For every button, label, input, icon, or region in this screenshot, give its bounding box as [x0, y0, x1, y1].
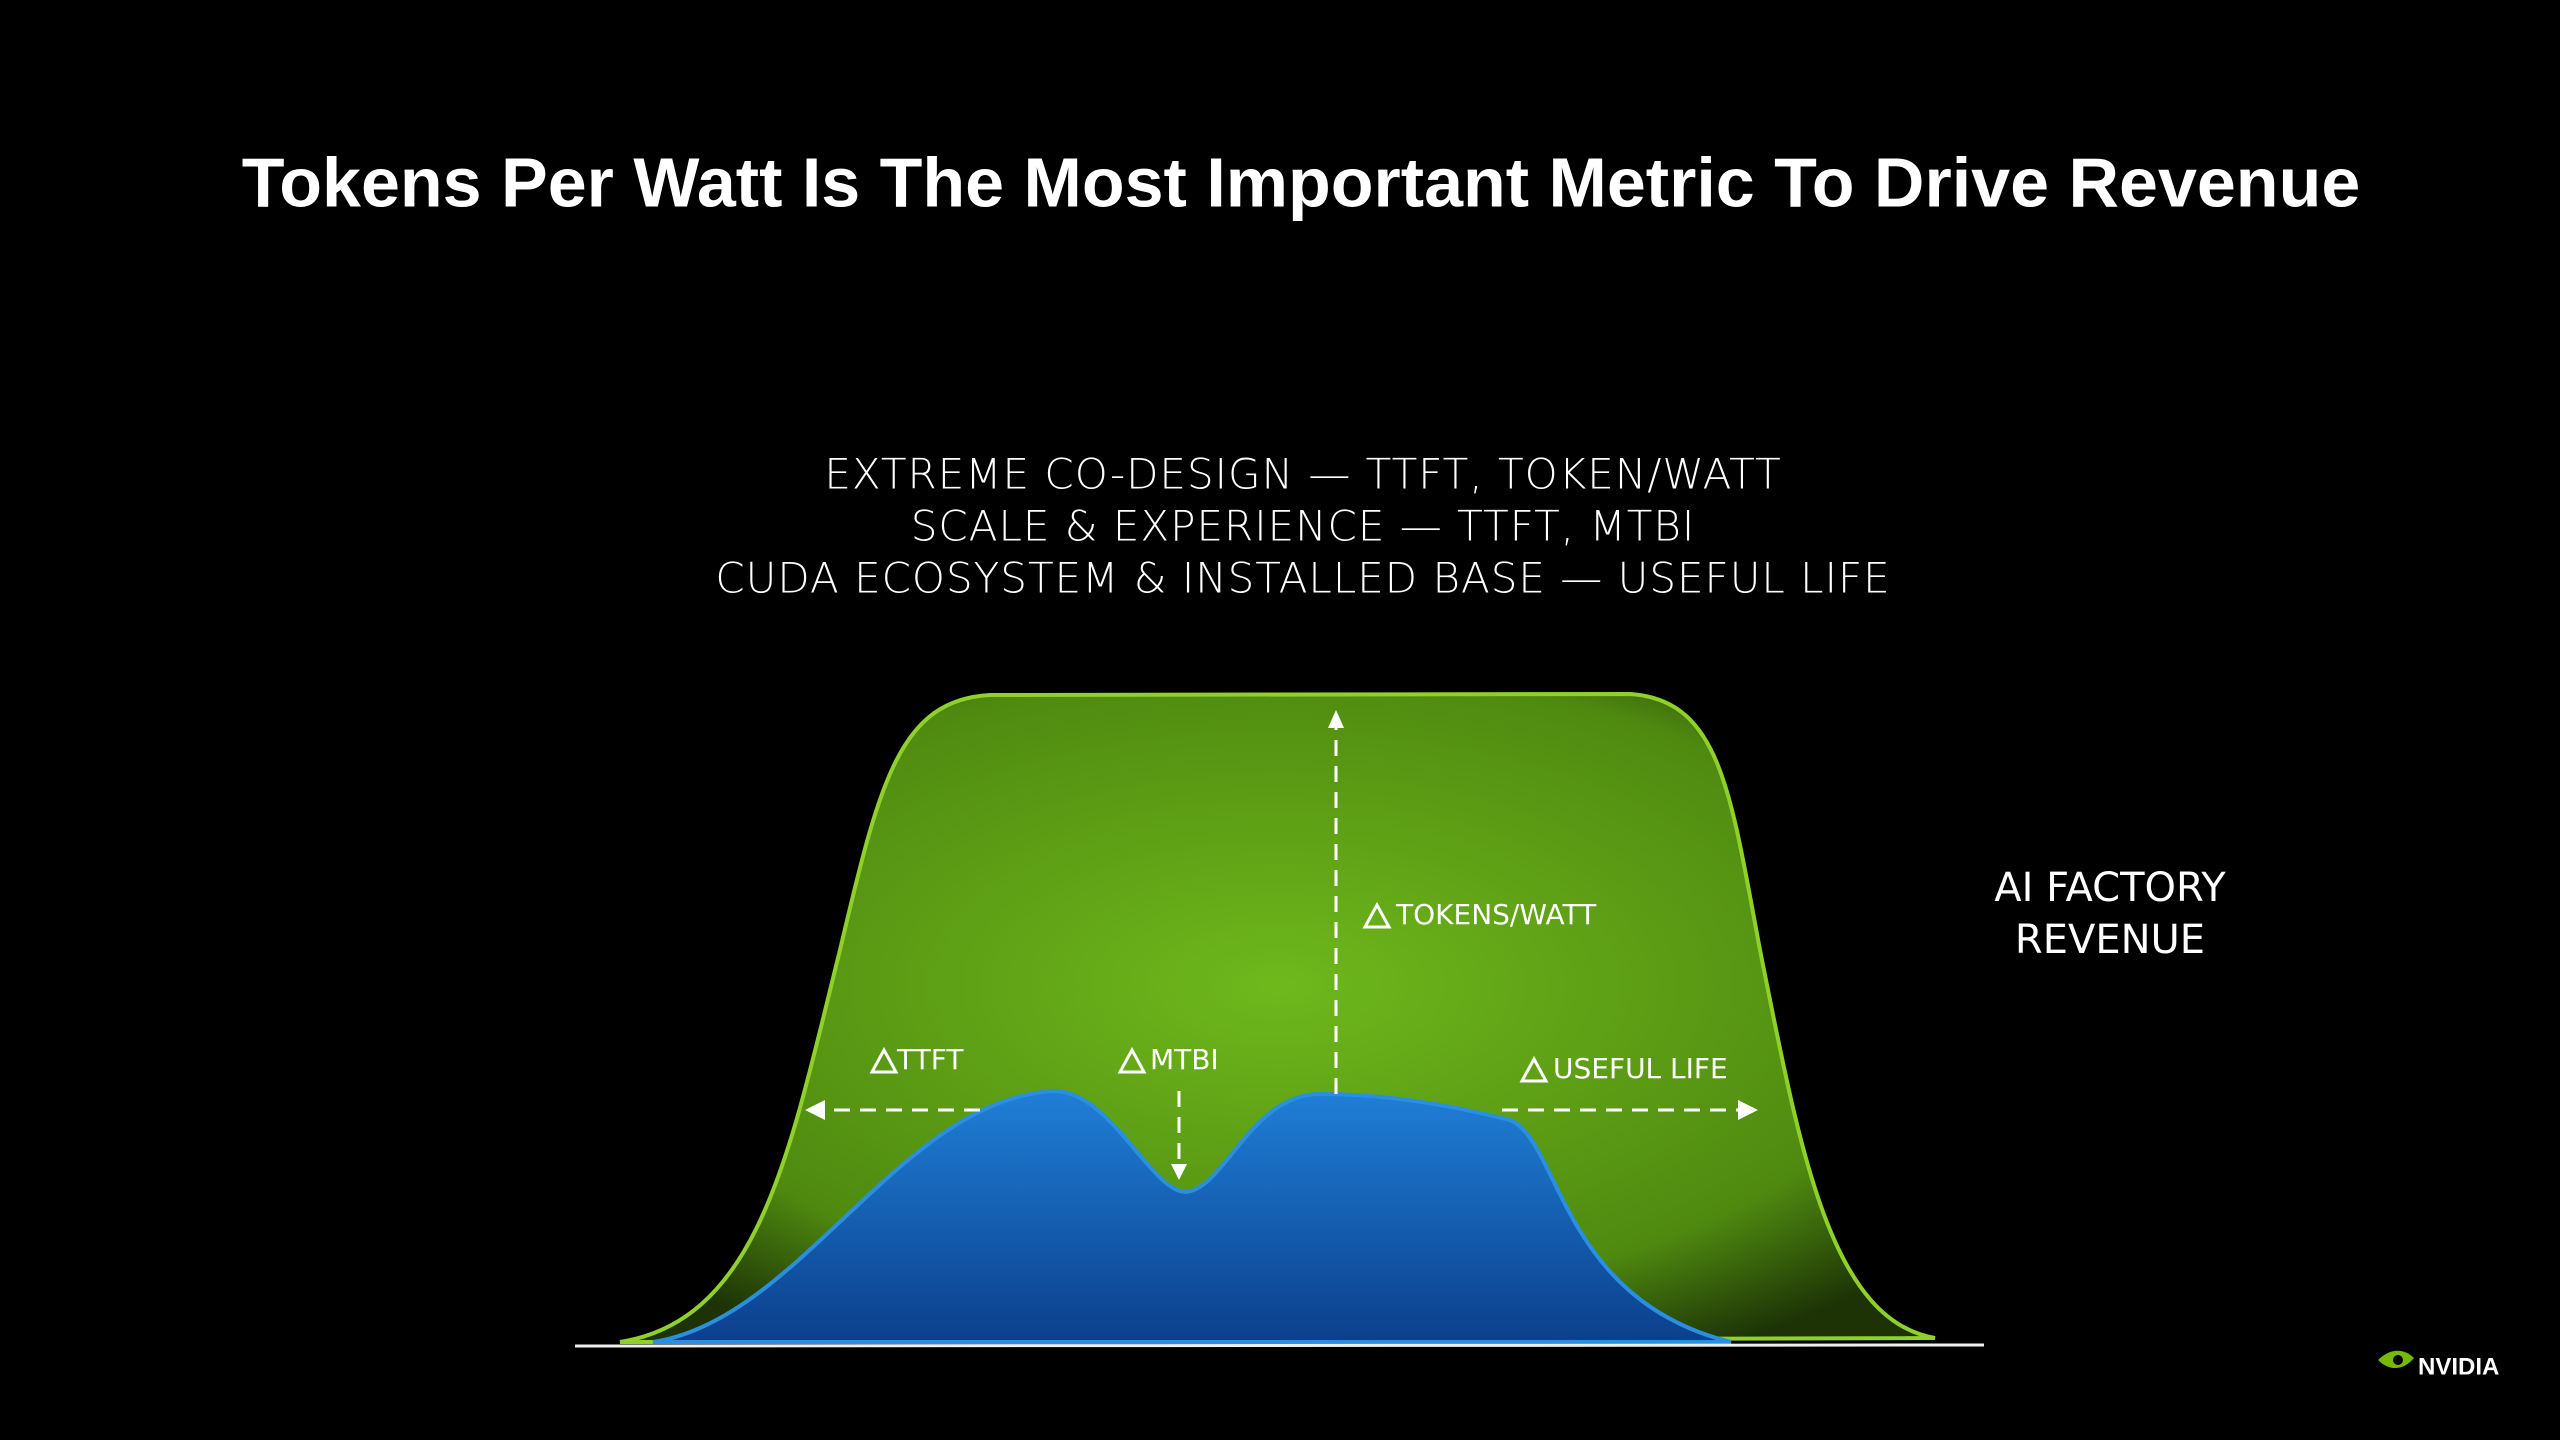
arrow-heads — [805, 710, 1758, 1180]
delta-icons — [869, 901, 1549, 1083]
side-label: REVENUE — [2015, 917, 2205, 963]
subtitle-line: CUDA ECOSYSTEM & INSTALLED BASE — USEFUL… — [715, 554, 1890, 603]
subtitle-line: EXTREME CO-DESIGN — TTFT, TOKEN/WATT — [824, 450, 1781, 499]
label: TOKENS/WATT — [1395, 898, 1597, 931]
arrows — [815, 720, 1748, 1170]
logo: NVIDIA — [2378, 1350, 2499, 1380]
label: USEFUL LIFE — [1553, 1052, 1728, 1085]
logo-text: NVIDIA — [2418, 1353, 2499, 1380]
title: Tokens Per Watt Is The Most Important Me… — [242, 143, 2361, 221]
subtitle-line: SCALE & EXPERIENCE — TTFT, MTBI — [911, 502, 1696, 551]
side-label: AI FACTORY — [1994, 865, 2226, 911]
label: MTBI — [1150, 1043, 1219, 1076]
blue-area — [652, 1088, 1732, 1344]
baseline — [574, 1343, 1985, 1348]
label: TTFT — [896, 1043, 964, 1076]
